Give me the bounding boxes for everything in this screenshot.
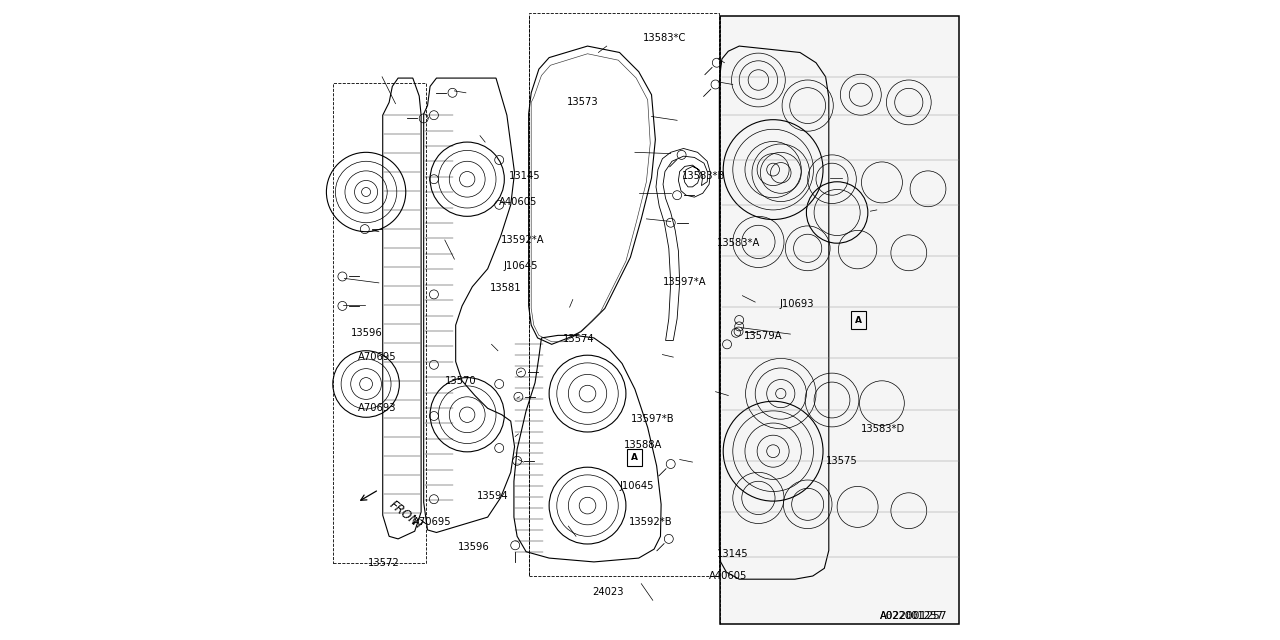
Text: 13145: 13145 [717,548,749,559]
Text: A40605: A40605 [709,571,748,581]
Text: A022001257: A022001257 [881,611,943,621]
Text: 13583*A: 13583*A [717,238,760,248]
Text: 13583*B: 13583*B [681,171,724,181]
Bar [627,449,643,466]
Text: A022001257: A022001257 [881,611,947,621]
Text: 13579A: 13579A [745,331,783,341]
Bar [530,13,719,576]
Bar [333,83,425,563]
Text: A: A [855,316,863,324]
Text: 13592*A: 13592*A [502,235,545,245]
Text: J10693: J10693 [780,299,814,309]
Text: A70695: A70695 [412,516,452,527]
Text: 13583*C: 13583*C [644,33,686,44]
Text: 13596: 13596 [458,542,489,552]
Text: 13573: 13573 [566,97,598,108]
Text: 13583*D: 13583*D [860,424,905,434]
Text: 13597*A: 13597*A [663,276,707,287]
Bar [851,312,867,329]
Text: J10645: J10645 [620,481,654,492]
Text: 13581: 13581 [490,283,521,293]
Text: 13575: 13575 [826,456,858,466]
Text: A70695: A70695 [358,352,397,362]
Text: 13592*B: 13592*B [628,516,672,527]
Text: J10645: J10645 [503,260,538,271]
Text: 13596: 13596 [351,328,383,338]
Text: A70693: A70693 [358,403,397,413]
Text: A: A [631,453,639,462]
Polygon shape [719,16,959,624]
Text: 13597*B: 13597*B [630,414,675,424]
Text: A40605: A40605 [499,196,538,207]
Text: 13570: 13570 [445,376,476,386]
Text: FRONT: FRONT [387,498,426,532]
Text: 13588A: 13588A [625,440,662,450]
Text: 13145: 13145 [508,171,540,181]
Text: 13574: 13574 [563,334,595,344]
Text: 13594: 13594 [477,491,508,501]
Text: 13572: 13572 [369,558,399,568]
Text: 24023: 24023 [591,587,623,597]
